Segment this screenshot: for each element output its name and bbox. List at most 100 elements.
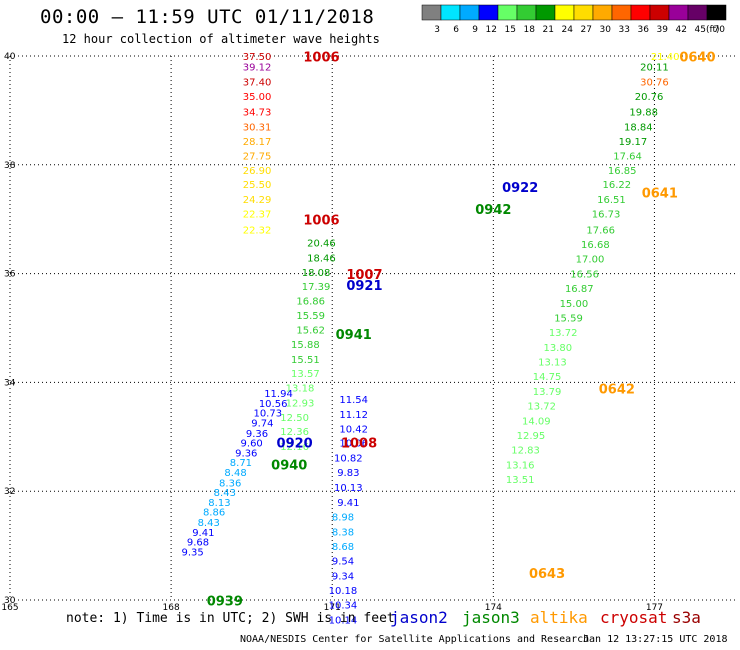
pass-number-label: 0941 xyxy=(336,328,372,343)
swh-data-point: 8.36 xyxy=(219,478,241,489)
x-tick-label: 165 xyxy=(1,603,18,613)
swh-data-point: 15.59 xyxy=(296,311,325,322)
swh-data-point: 14.09 xyxy=(522,416,551,427)
swh-data-point: 15.51 xyxy=(291,355,320,366)
swh-data-point: 20.76 xyxy=(635,92,664,103)
color-scale-label: 12 xyxy=(486,25,497,35)
swh-data-point: 10.82 xyxy=(334,453,363,464)
swh-data-point: 37.40 xyxy=(243,77,272,88)
swh-data-point: 15.88 xyxy=(291,340,320,351)
pass-number-label: 0642 xyxy=(599,382,635,397)
color-scale-label: 27 xyxy=(581,25,592,35)
swh-data-point: 22.37 xyxy=(243,210,272,221)
swh-data-point: 9.83 xyxy=(337,468,359,479)
swh-data-point: 17.64 xyxy=(613,151,642,162)
x-tick-label: 177 xyxy=(646,603,663,613)
color-scale-label: 6 xyxy=(453,25,459,35)
swh-data-point: 13.16 xyxy=(506,460,535,471)
generated-timestamp: Jan 12 13:27:15 UTC 2018 xyxy=(583,634,728,645)
swh-data-point: 12.83 xyxy=(511,446,540,457)
color-scale-label: 3 xyxy=(434,25,440,35)
color-scale-swatch xyxy=(440,4,461,21)
swh-data-point: 13.57 xyxy=(291,369,320,380)
swh-data-point: 13.18 xyxy=(286,384,315,395)
swh-data-point: 22.32 xyxy=(243,225,272,236)
swh-data-point: 12.36 xyxy=(280,427,309,438)
swh-data-point: 13.79 xyxy=(533,387,562,398)
credit-line: NOAA/NESDIS Center for Satellite Applica… xyxy=(240,634,590,645)
x-tick-label: 168 xyxy=(163,603,180,613)
swh-data-point: 16.22 xyxy=(603,180,632,191)
swh-data-point: 10.18 xyxy=(329,586,358,597)
swh-data-point: 18.84 xyxy=(624,123,653,134)
swh-data-point: 18.08 xyxy=(302,268,331,279)
swh-data-point: 9.68 xyxy=(187,538,209,549)
color-scale-label: 15 xyxy=(505,25,516,35)
color-scale-swatch xyxy=(592,4,613,21)
swh-data-point: 16.56 xyxy=(570,269,599,280)
legend-jason3: jason3 xyxy=(462,608,520,627)
color-scale-swatch xyxy=(421,4,442,21)
swh-data-point: 9.35 xyxy=(181,547,203,558)
swh-data-point: 13.72 xyxy=(549,328,578,339)
swh-data-point: 8.48 xyxy=(224,468,246,479)
color-scale-swatch xyxy=(497,4,518,21)
y-tick-label: 40 xyxy=(4,52,16,62)
pass-number-label: 0641 xyxy=(642,186,678,201)
color-scale-label: 45 xyxy=(695,25,706,35)
swh-data-point: 10.13 xyxy=(334,483,363,494)
color-scale-label: 42 xyxy=(676,25,687,35)
swh-data-point: 16.51 xyxy=(597,195,626,206)
color-scale-label: 9 xyxy=(472,25,478,35)
swh-data-point: 13.51 xyxy=(506,475,535,486)
color-scale-label: 70 xyxy=(714,25,726,35)
y-tick-label: 30 xyxy=(4,596,16,606)
swh-data-point: 10.14 xyxy=(329,615,358,626)
swh-data-point: 9.36 xyxy=(235,448,257,459)
swh-data-point: 9.41 xyxy=(337,498,359,509)
swh-data-point: 24.29 xyxy=(243,195,272,206)
swh-data-point: 20.11 xyxy=(640,63,669,74)
swh-data-point: 9.34 xyxy=(332,571,354,582)
legend-altika: altika xyxy=(530,608,588,627)
pass-number-label: 0643 xyxy=(529,567,565,582)
color-scale-swatch xyxy=(459,4,480,21)
color-scale-label: 21 xyxy=(543,25,554,35)
pass-number-label: 1006 xyxy=(303,50,339,65)
swh-data-point: 11.94 xyxy=(264,389,293,400)
swh-data-point: 17.39 xyxy=(302,282,331,293)
swh-data-point: 21.40 xyxy=(651,52,680,63)
y-tick-label: 34 xyxy=(4,378,16,388)
swh-data-point: 10.34 xyxy=(329,601,358,612)
swh-data-point: 12.93 xyxy=(286,398,315,409)
swh-data-point: 16.73 xyxy=(592,210,621,221)
swh-data-point: 10.73 xyxy=(253,409,282,420)
swh-data-point: 12.16 xyxy=(280,442,309,453)
swh-data-point: 10.42 xyxy=(339,424,368,435)
swh-data-point: 17.66 xyxy=(586,225,615,236)
swh-data-point: 28.17 xyxy=(243,137,272,148)
pass-number-label: 1008 xyxy=(341,437,377,452)
swh-data-point: 15.62 xyxy=(296,325,325,336)
pass-number-label: 0939 xyxy=(207,594,243,609)
color-scale-label: 36 xyxy=(638,25,650,35)
swh-data-point: 18.46 xyxy=(307,254,336,265)
swh-data-point: 11.12 xyxy=(339,410,368,421)
swh-data-point: 13.80 xyxy=(543,343,572,354)
pass-number-label: 0640 xyxy=(679,50,715,65)
swh-data-point: 8.38 xyxy=(332,527,354,538)
color-scale-swatch xyxy=(687,4,708,21)
color-scale-swatch xyxy=(554,4,575,21)
color-scale-label: 30 xyxy=(600,25,612,35)
pass-number-label: 0940 xyxy=(271,458,307,473)
swh-data-point: 13.13 xyxy=(538,358,567,369)
swh-data-point: 35.00 xyxy=(243,92,272,103)
swh-data-point: 9.74 xyxy=(251,418,273,429)
swh-data-point: 16.85 xyxy=(608,166,637,177)
swh-data-point: 15.59 xyxy=(554,313,583,324)
legend-s3a: s3a xyxy=(672,608,701,627)
color-scale-swatch xyxy=(573,4,594,21)
chart-title: 00:00 – 11:59 UTC 01/11/2018 xyxy=(40,6,375,28)
swh-data-point: 8.43 xyxy=(198,518,220,529)
